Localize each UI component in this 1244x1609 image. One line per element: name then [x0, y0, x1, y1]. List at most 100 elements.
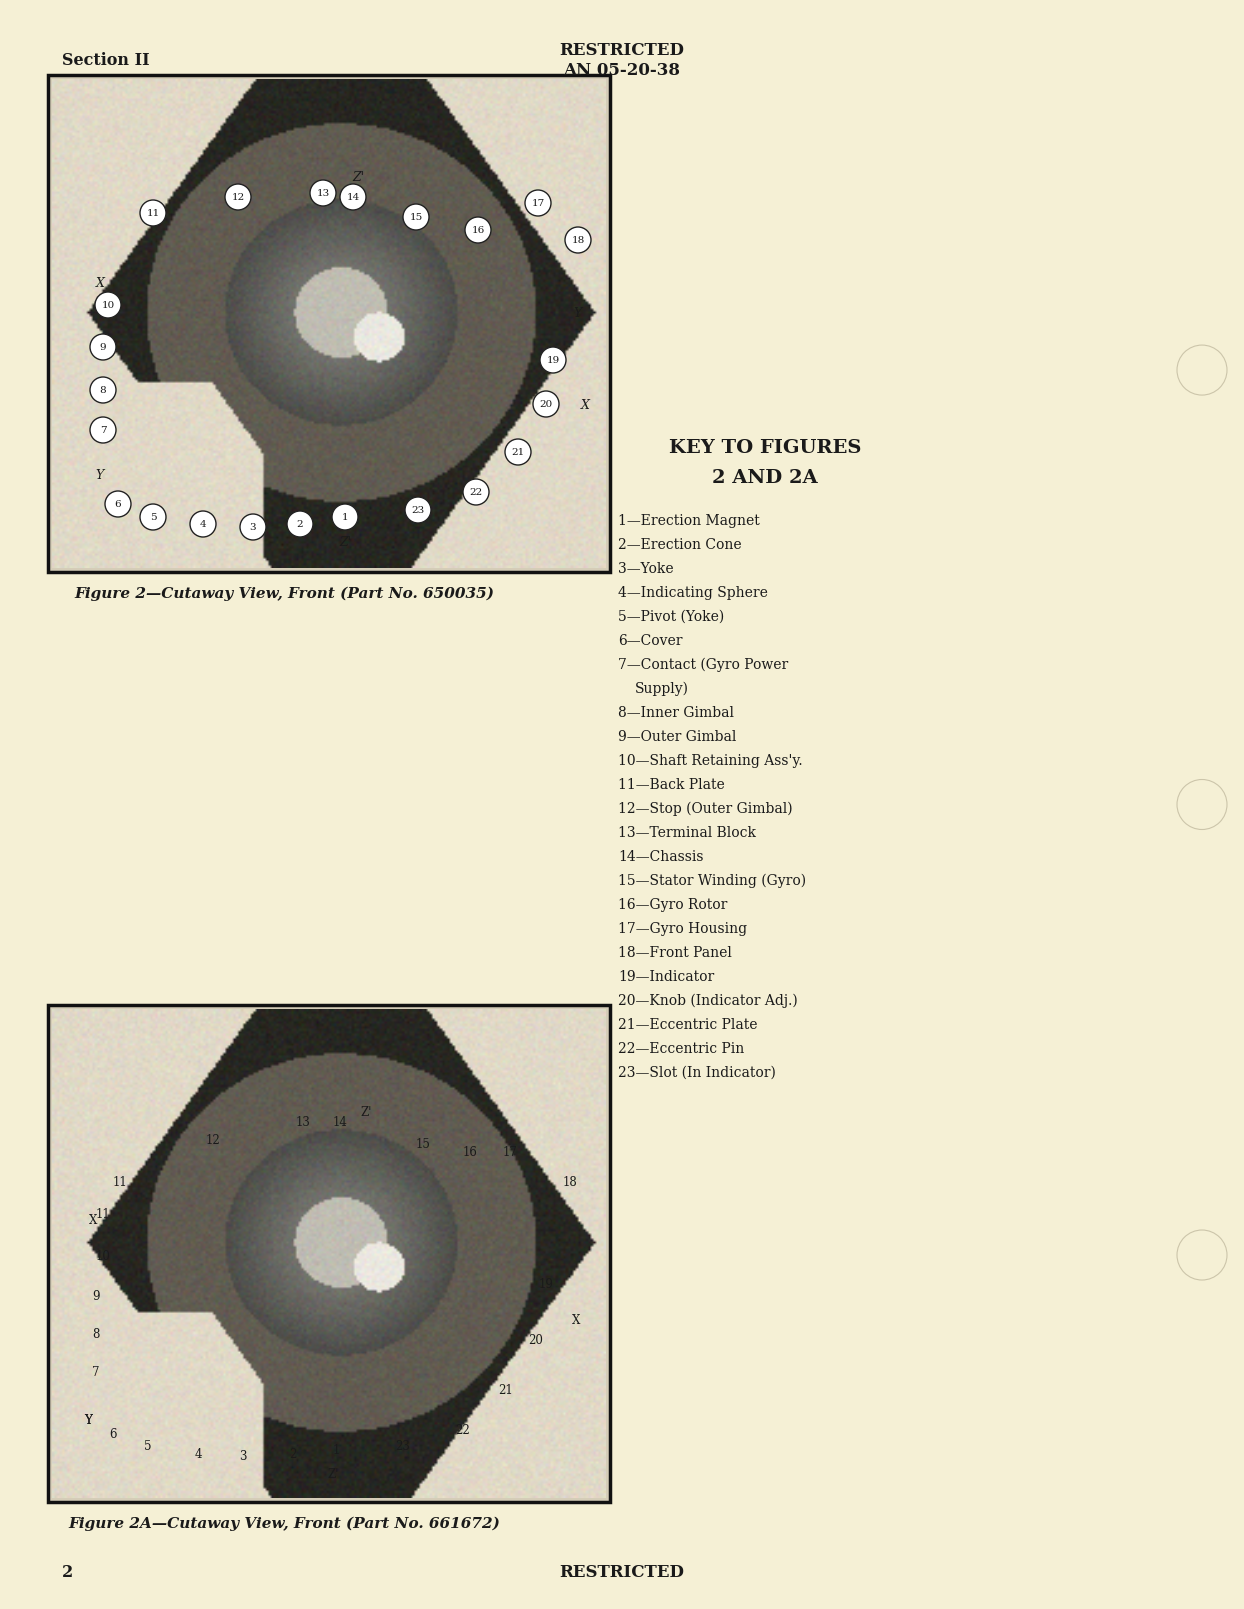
Bar — [49, 1006, 610, 1501]
Text: 11: 11 — [96, 1208, 111, 1221]
Text: 21—Eccentric Plate: 21—Eccentric Plate — [618, 1018, 758, 1031]
Text: 21: 21 — [511, 447, 525, 457]
Text: 20: 20 — [540, 399, 552, 409]
Circle shape — [332, 504, 358, 529]
Text: 18: 18 — [571, 235, 585, 245]
Text: 17: 17 — [503, 1147, 518, 1160]
Text: 10—Shaft Retaining Ass'y.: 10—Shaft Retaining Ass'y. — [618, 755, 802, 767]
Text: 8: 8 — [100, 386, 106, 394]
Text: 2: 2 — [290, 1448, 296, 1461]
Text: 20—Knob (Indicator Adj.): 20—Knob (Indicator Adj.) — [618, 994, 797, 1009]
Text: Figure 2A—Cutaway View, Front (Part No. 661672): Figure 2A—Cutaway View, Front (Part No. … — [68, 1517, 500, 1532]
Text: Y: Y — [573, 306, 582, 320]
Text: 7: 7 — [100, 425, 106, 434]
Text: 18: 18 — [562, 1176, 577, 1189]
Text: 12—Stop (Outer Gimbal): 12—Stop (Outer Gimbal) — [618, 801, 792, 816]
Text: 22: 22 — [469, 488, 483, 497]
Text: Y: Y — [85, 1413, 92, 1427]
Text: 13—Terminal Block: 13—Terminal Block — [618, 825, 756, 840]
Text: 19: 19 — [546, 356, 560, 365]
Text: 19—Indicator: 19—Indicator — [618, 970, 714, 985]
Circle shape — [141, 200, 165, 225]
Text: 1: 1 — [342, 513, 348, 521]
Text: 9: 9 — [100, 343, 106, 351]
Text: 20: 20 — [529, 1334, 544, 1347]
Text: Z': Z' — [340, 536, 351, 549]
Text: Z': Z' — [361, 1107, 372, 1120]
Circle shape — [287, 512, 313, 537]
Circle shape — [240, 513, 266, 541]
Text: 15—Stator Winding (Gyro): 15—Stator Winding (Gyro) — [618, 874, 806, 888]
Text: 13: 13 — [296, 1117, 311, 1130]
Circle shape — [403, 204, 429, 230]
Text: Figure 2—Cutaway View, Front (Part No. 650035): Figure 2—Cutaway View, Front (Part No. 6… — [75, 587, 494, 602]
Text: 16—Gyro Rotor: 16—Gyro Rotor — [618, 898, 728, 912]
Text: 15: 15 — [415, 1139, 430, 1152]
Text: Z': Z' — [352, 171, 364, 183]
Circle shape — [90, 377, 116, 402]
Circle shape — [565, 227, 591, 253]
Circle shape — [90, 335, 116, 360]
Circle shape — [310, 180, 336, 206]
Text: 18—Front Panel: 18—Front Panel — [618, 946, 731, 961]
Text: 4: 4 — [200, 520, 207, 528]
Text: 23: 23 — [412, 505, 424, 515]
Text: 22—Eccentric Pin: 22—Eccentric Pin — [618, 1043, 744, 1056]
Text: 7: 7 — [92, 1366, 100, 1379]
Text: 3: 3 — [239, 1450, 246, 1464]
Text: Section II: Section II — [62, 51, 149, 69]
Text: Supply): Supply) — [634, 682, 689, 697]
Circle shape — [225, 183, 251, 211]
Text: 6: 6 — [109, 1427, 117, 1440]
Text: 8: 8 — [92, 1329, 100, 1342]
Text: X: X — [581, 399, 590, 412]
Text: KEY TO FIGURES: KEY TO FIGURES — [669, 439, 861, 457]
Text: AN 05-20-38: AN 05-20-38 — [564, 63, 680, 79]
Text: 7—Contact (Gyro Power: 7—Contact (Gyro Power — [618, 658, 789, 673]
Text: 19: 19 — [539, 1279, 554, 1292]
Text: 22: 22 — [455, 1424, 470, 1437]
Text: 16: 16 — [463, 1147, 478, 1160]
Text: 11: 11 — [147, 209, 159, 217]
Text: 2: 2 — [62, 1564, 73, 1582]
Text: 3: 3 — [250, 523, 256, 531]
Text: 17—Gyro Housing: 17—Gyro Housing — [618, 922, 748, 936]
Text: 9—Outer Gimbal: 9—Outer Gimbal — [618, 730, 736, 743]
Text: 14—Chassis: 14—Chassis — [618, 850, 704, 864]
Text: 3—Yoke: 3—Yoke — [618, 562, 673, 576]
Circle shape — [1177, 1229, 1227, 1281]
Text: X: X — [88, 1213, 97, 1226]
Text: 11—Back Plate: 11—Back Plate — [618, 779, 725, 792]
Circle shape — [540, 348, 566, 373]
Circle shape — [340, 183, 366, 211]
Text: 5: 5 — [144, 1440, 152, 1453]
Text: 23—Slot (In Indicator): 23—Slot (In Indicator) — [618, 1067, 776, 1080]
Bar — [49, 76, 610, 573]
Text: 4: 4 — [194, 1448, 202, 1461]
Text: Y: Y — [85, 1413, 92, 1427]
Circle shape — [525, 190, 551, 216]
Text: 8—Inner Gimbal: 8—Inner Gimbal — [618, 706, 734, 719]
Text: 15: 15 — [409, 212, 423, 222]
Text: X: X — [572, 1313, 580, 1326]
Text: 14: 14 — [332, 1117, 347, 1130]
Text: RESTRICTED: RESTRICTED — [560, 1564, 684, 1582]
Circle shape — [505, 439, 531, 465]
Circle shape — [463, 479, 489, 505]
Text: 1: 1 — [332, 1443, 340, 1456]
Circle shape — [532, 391, 559, 417]
Text: 10: 10 — [101, 301, 114, 309]
Text: 2—Erection Cone: 2—Erection Cone — [618, 537, 741, 552]
Text: 9: 9 — [92, 1290, 100, 1303]
Text: 23: 23 — [396, 1440, 411, 1453]
Text: 5: 5 — [149, 513, 157, 521]
Circle shape — [141, 504, 165, 529]
Text: RESTRICTED: RESTRICTED — [560, 42, 684, 60]
Text: 2: 2 — [296, 520, 304, 528]
Text: 14: 14 — [346, 193, 360, 201]
Text: 21: 21 — [499, 1384, 514, 1397]
Text: 1—Erection Magnet: 1—Erection Magnet — [618, 513, 760, 528]
Circle shape — [90, 417, 116, 442]
Circle shape — [1177, 779, 1227, 830]
Text: 12: 12 — [231, 193, 245, 201]
